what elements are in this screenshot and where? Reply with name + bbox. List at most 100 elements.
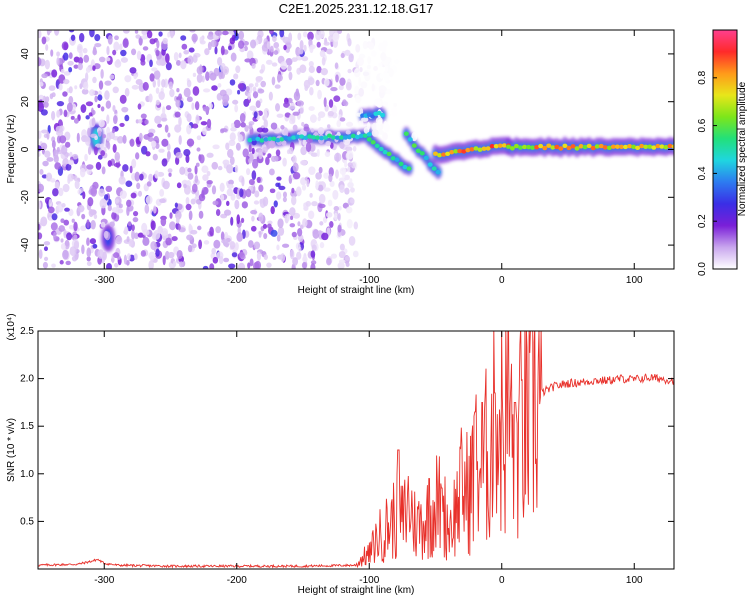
- heatmap-cell: [663, 145, 669, 150]
- heatmap-cell: [183, 148, 191, 157]
- heatmap-cell: [407, 137, 413, 142]
- heatmap-cell: [522, 144, 528, 150]
- snr-y-scale: (x10⁴): [6, 313, 17, 340]
- snr-x-label: Height of straight line (km): [298, 585, 415, 596]
- heatmap-cell: [137, 119, 143, 124]
- heatmap-cell: [248, 83, 254, 88]
- heatmap-cell: [196, 135, 202, 141]
- heatmap-cell: [250, 209, 258, 215]
- heatmap-cell: [374, 98, 382, 107]
- heatmap-cell: [201, 165, 209, 174]
- heatmap-cell: [104, 194, 109, 201]
- heatmap-cell: [347, 162, 353, 168]
- heatmap-cell: [191, 102, 195, 111]
- heatmap-cell: [119, 94, 127, 104]
- heatmap-cell: [234, 164, 239, 173]
- heatmap-cell: [235, 142, 241, 151]
- heatmap-cell: [38, 30, 42, 39]
- heatmap-cell: [106, 262, 112, 269]
- heatmap-cell: [147, 132, 154, 138]
- heatmap-cell: [319, 221, 324, 226]
- heatmap-cell: [266, 223, 272, 229]
- heatmap-cell: [91, 110, 96, 115]
- heatmap-cell: [255, 100, 261, 109]
- heatmap-cell: [178, 93, 183, 101]
- heatmap-cell: [296, 251, 302, 260]
- heatmap-cell: [251, 215, 255, 222]
- heatmap-cell: [198, 210, 204, 219]
- heatmap-cell: [43, 101, 49, 108]
- heatmap-cell: [186, 138, 195, 147]
- heatmap-cell: [317, 230, 323, 236]
- heatmap-cell: [271, 76, 276, 86]
- heatmap-cell: [38, 57, 42, 67]
- heatmap-cell: [295, 134, 301, 139]
- heatmap-cell: [172, 260, 177, 267]
- heatmap-cell: [255, 136, 261, 142]
- heatmap-cell: [204, 48, 210, 56]
- heatmap-cell: [323, 78, 330, 87]
- heatmap-cell: [122, 164, 129, 172]
- heatmap-cell: [273, 50, 279, 55]
- heatmap-cell: [129, 138, 135, 147]
- heatmap-cell: [382, 101, 389, 107]
- heatmap-cell: [202, 127, 207, 136]
- heatmap-cell: [594, 144, 600, 149]
- heatmap-cell: [308, 106, 315, 112]
- snr-panel: -300 -200 -100 0 100 0.51.01.52.02.5 (x10⁴) …: [6, 313, 675, 596]
- heatmap-cell: [51, 69, 58, 78]
- heatmap-cell: [618, 144, 624, 150]
- heatmap-cell: [344, 160, 348, 168]
- heatmap-cell: [94, 34, 101, 42]
- heatmap-cell: [133, 73, 138, 80]
- heatmap-cell: [342, 135, 348, 140]
- heatmap-cell: [473, 146, 479, 151]
- heatmap-cell: [205, 71, 210, 82]
- heatmap-cell: [346, 134, 352, 140]
- colorbar-label: Normalized spectral amplitude: [737, 81, 748, 216]
- heatmap-cell: [60, 218, 65, 224]
- heatmap-cell: [142, 81, 149, 91]
- heatmap-cell: [175, 152, 183, 159]
- heatmap-cell: [105, 100, 112, 109]
- heatmap-cell: [235, 65, 241, 74]
- heatmap-cell: [146, 181, 152, 187]
- heatmap-cell: [211, 161, 219, 170]
- heatmap-cell: [132, 217, 139, 223]
- heatmap-cell: [92, 48, 98, 56]
- heatmap-cell: [332, 32, 340, 42]
- heatmap-cell: [263, 119, 268, 129]
- heatmap-cell: [54, 162, 62, 170]
- heatmap-cell: [297, 32, 302, 41]
- heatmap-cell: [259, 138, 265, 143]
- heatmap-cell: [186, 234, 194, 241]
- heatmap-cell: [142, 236, 150, 246]
- heatmap-cell: [343, 174, 350, 181]
- heatmap-cell: [493, 143, 499, 149]
- heatmap-cell: [379, 73, 384, 79]
- heatmap-cell: [125, 180, 133, 187]
- heatmap-cell: [85, 72, 89, 82]
- heatmap-x-tick-label: -100: [359, 275, 379, 286]
- heatmap-cell: [44, 150, 51, 158]
- heatmap-cell: [47, 206, 55, 214]
- heatmap-cell: [124, 226, 129, 235]
- heatmap-cell: [316, 41, 321, 48]
- heatmap-cell: [134, 171, 140, 182]
- heatmap-cell: [244, 125, 249, 132]
- heatmap-cell: [168, 172, 172, 177]
- heatmap-cell: [344, 49, 351, 56]
- heatmap-cell: [220, 193, 225, 202]
- heatmap-cell: [334, 62, 339, 70]
- heatmap-cell: [411, 132, 418, 142]
- heatmap-cell: [38, 130, 42, 139]
- heatmap-cell: [59, 260, 64, 265]
- heatmap-cell: [497, 143, 503, 148]
- heatmap-cell: [111, 211, 117, 220]
- heatmap-cell: [534, 145, 540, 150]
- heatmap-cell: [164, 124, 169, 133]
- heatmap-cell: [180, 60, 187, 70]
- heatmap-cell: [361, 117, 369, 122]
- heatmap-cell: [120, 49, 127, 57]
- heatmap-cell: [126, 206, 130, 217]
